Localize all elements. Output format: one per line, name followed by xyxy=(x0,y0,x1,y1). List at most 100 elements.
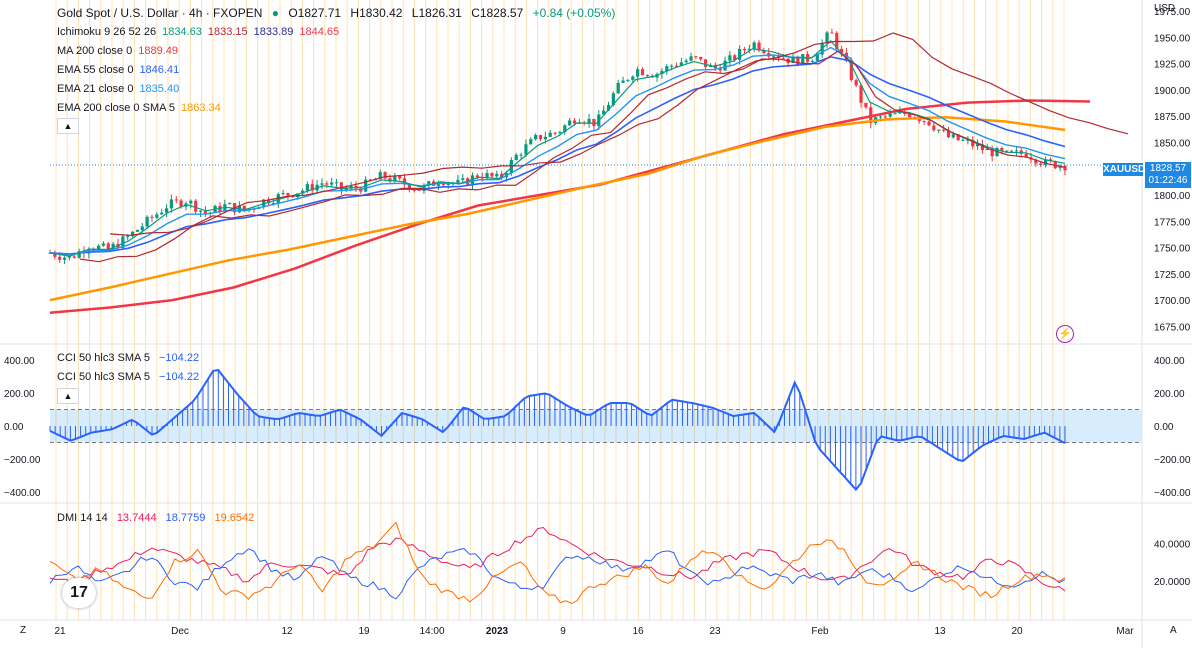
candle xyxy=(310,179,314,195)
candle-body xyxy=(645,75,649,77)
candle xyxy=(325,180,329,189)
candle xyxy=(106,241,110,250)
candle-body xyxy=(344,188,348,190)
tradingview-logo[interactable]: 17 xyxy=(62,578,96,608)
symbol-title[interactable]: Gold Spot / U.S. Dollar · 4h · FXOPEN xyxy=(57,6,263,20)
candle-body xyxy=(922,121,926,123)
candle-body xyxy=(548,132,552,137)
candle-body xyxy=(456,179,460,183)
candle-body xyxy=(155,214,159,218)
candle-body xyxy=(864,102,868,108)
collapse-cci-legend-button[interactable]: ▲ xyxy=(57,388,79,404)
candle-body xyxy=(189,200,193,204)
candle-body xyxy=(538,135,543,140)
candle-body xyxy=(1024,153,1028,158)
candle-body xyxy=(398,176,402,179)
lightning-icon[interactable]: ⚡ xyxy=(1056,325,1074,343)
candle-body xyxy=(325,183,329,185)
indicator-legend[interactable]: Ichimoku 9 26 52 26 1834.63 1833.15 1833.89… xyxy=(57,25,345,39)
symbol-tag: XAUUSD xyxy=(1103,163,1146,176)
candle xyxy=(150,214,154,223)
candle xyxy=(946,126,951,139)
candle-body xyxy=(179,200,183,207)
candle-body xyxy=(106,243,110,250)
candle-body xyxy=(679,62,683,66)
currency-label[interactable]: USD xyxy=(1154,3,1176,14)
auto-scale-control[interactable]: A xyxy=(1170,625,1177,636)
candle-body xyxy=(1034,159,1038,164)
ema-55-line xyxy=(49,56,1066,255)
dmi-tick: 40.0000 xyxy=(1154,540,1191,551)
candle xyxy=(679,57,683,67)
candle-body xyxy=(980,144,985,151)
candle-body xyxy=(975,144,980,147)
candle xyxy=(980,139,985,154)
market-status-icon: ● xyxy=(271,6,279,20)
candle-body xyxy=(951,134,955,138)
indicator-legend[interactable]: EMA 21 close 0 1835.40 xyxy=(57,82,185,96)
candle xyxy=(174,196,178,204)
indicator-value: 1846.41 xyxy=(139,64,180,76)
candle xyxy=(699,56,703,62)
dmi-adx-line xyxy=(49,526,1066,592)
candle-body xyxy=(830,32,834,34)
candle-body xyxy=(330,182,334,185)
candle-body xyxy=(529,139,533,145)
candle xyxy=(640,67,645,76)
time-tick: 12 xyxy=(281,626,293,637)
candle-body xyxy=(563,125,567,133)
candle-body xyxy=(359,188,363,192)
candle-body xyxy=(621,80,625,83)
indicator-legend[interactable]: MA 200 close 0 1889.49 xyxy=(57,44,184,58)
price-tag: 1828.57 01:22:46 xyxy=(1145,162,1191,188)
candle xyxy=(1063,164,1067,176)
candle-body xyxy=(1039,163,1043,165)
ohlc-high: H1830.42 xyxy=(350,6,403,20)
time-tick: 13 xyxy=(934,626,946,637)
candle xyxy=(189,199,193,209)
candle-body xyxy=(961,139,965,141)
time-tick: 14:00 xyxy=(419,626,444,637)
candle xyxy=(514,152,518,161)
candle-body xyxy=(670,65,674,67)
candle-body xyxy=(441,184,445,186)
price-tick: 1950.00 xyxy=(1154,33,1191,44)
candle xyxy=(864,102,868,109)
candle-body xyxy=(723,60,727,71)
candle xyxy=(747,44,751,54)
candle xyxy=(281,189,285,196)
candle-body xyxy=(150,216,154,218)
dmi-legend: DMI 14 14 13.7444 18.7759 19.6542 xyxy=(57,512,255,524)
candle-body xyxy=(971,139,975,147)
cci-tick-right: 0.00 xyxy=(1154,422,1174,433)
candle xyxy=(927,120,931,127)
indicator-legend[interactable]: EMA 200 close 0 SMA 5 1863.34 xyxy=(57,101,227,115)
candle-body xyxy=(135,230,140,232)
candle-body xyxy=(1063,165,1067,171)
candle xyxy=(534,133,538,141)
candle-body xyxy=(271,203,275,205)
candle-body xyxy=(878,116,883,118)
collapse-legend-button[interactable]: ▲ xyxy=(57,118,79,134)
candle xyxy=(738,45,742,65)
candle-body xyxy=(674,65,679,67)
candle xyxy=(568,117,572,126)
indicator-label: EMA 200 close 0 SMA 5 xyxy=(57,102,176,114)
candle xyxy=(266,197,271,206)
candle-body xyxy=(558,132,562,134)
ohlc-change: +0.84 (+0.05%) xyxy=(532,6,616,20)
zoom-control[interactable]: Z xyxy=(20,625,27,636)
candle xyxy=(130,231,135,238)
candle-body xyxy=(92,249,96,251)
indicator-legend[interactable]: EMA 55 close 0 1846.41 xyxy=(57,63,185,77)
price-tick: 1800.00 xyxy=(1154,191,1191,202)
candle-body xyxy=(568,120,572,126)
candle-body xyxy=(893,113,897,115)
candle-body xyxy=(888,113,892,117)
candle-body xyxy=(228,203,232,205)
candle-body xyxy=(859,85,863,103)
candle xyxy=(859,83,863,108)
candle-body xyxy=(436,184,441,186)
